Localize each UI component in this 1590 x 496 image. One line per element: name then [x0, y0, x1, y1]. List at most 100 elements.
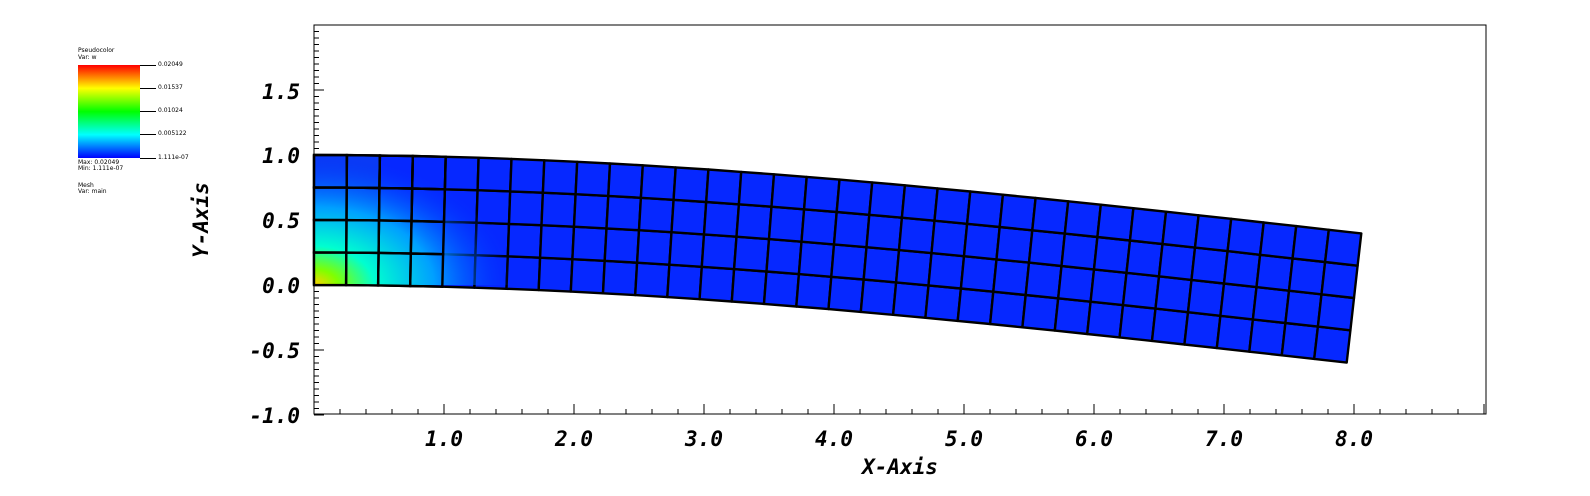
colorbar-tick-0 [140, 65, 156, 66]
x-tick-label-8: 8.0 [1335, 427, 1373, 451]
mesh-cell [1092, 235, 1132, 274]
mesh-cell [827, 275, 865, 314]
mesh-cell [1157, 242, 1197, 282]
mesh-cell [569, 258, 606, 295]
mesh-cell [965, 190, 1005, 229]
mesh-cell [605, 194, 643, 232]
mesh-cell [1312, 325, 1352, 364]
mesh-cell [1316, 293, 1356, 332]
mesh-cell [1190, 246, 1229, 285]
colorbar-tick-2 [140, 111, 156, 112]
mesh-cell [670, 198, 708, 236]
x-tick-label-6: 6.0 [1075, 427, 1113, 451]
mesh-cell [537, 256, 574, 293]
mesh-cell [894, 248, 933, 287]
mesh-cell [767, 205, 806, 243]
mesh-cell [1284, 289, 1323, 328]
mesh-cell [1193, 214, 1233, 253]
y-tick-label-1.5: 1.5 [262, 80, 300, 104]
y-tick-label-0.0: 0.0 [262, 274, 300, 298]
y-tick-label-neg-0.5: -0.5 [249, 339, 300, 363]
mesh-cell [672, 166, 710, 204]
mesh-cell [959, 255, 998, 293]
mesh-cell [607, 162, 644, 200]
y-tick-label-neg-1.0: -1.0 [249, 404, 300, 428]
mesh-cell [988, 290, 1027, 329]
mesh-cell [1085, 300, 1125, 339]
mesh-cell [1320, 260, 1359, 300]
mesh-cell [956, 287, 995, 326]
legend-mesh-title: Mesh [78, 182, 94, 189]
mesh-cell [800, 208, 838, 246]
mesh-cell [637, 196, 675, 234]
mesh-cell-outline [410, 154, 447, 191]
mesh-cell [737, 170, 776, 208]
mesh-cell [891, 281, 930, 319]
mesh-cell [802, 175, 841, 214]
mesh-cell [1021, 293, 1060, 332]
colorbar-label-1: 0.01537 [158, 84, 183, 91]
mesh-cell [1128, 206, 1168, 246]
mesh-cell [998, 193, 1037, 232]
colorbar-label-0: 0.02049 [158, 61, 183, 68]
mesh-cell [897, 216, 936, 255]
mesh-cell [1258, 221, 1298, 260]
mesh-cell [1089, 268, 1128, 307]
mesh-cell [830, 243, 868, 281]
y-tick-label-0.5: 0.5 [262, 209, 300, 233]
mesh-cell [797, 240, 836, 278]
mesh-cell [732, 235, 771, 273]
mesh-cell [1118, 303, 1157, 343]
legend-title: Pseudocolor [78, 47, 115, 54]
mesh-cell [770, 173, 808, 211]
mesh-cell [1125, 239, 1164, 278]
mesh-cell [1161, 210, 1200, 249]
legend-max: Max: 0.02049 [78, 159, 120, 166]
mesh-cell [1060, 232, 1099, 271]
mesh-cell [1323, 228, 1363, 267]
mesh-cell [571, 225, 608, 262]
mesh-cell [601, 259, 639, 297]
x-tick-label-4: 4.0 [815, 427, 853, 451]
mesh-cell [1024, 261, 1063, 300]
mesh-cell [1222, 249, 1262, 289]
colorbar-tick-3 [140, 134, 156, 135]
mesh-cell [1063, 200, 1103, 239]
mesh-cell [735, 203, 773, 241]
x-tick-label-5: 5.0 [945, 427, 983, 451]
mesh-cell [1291, 224, 1331, 264]
mesh-cell [635, 228, 673, 266]
colorbar-tick-1 [140, 88, 156, 89]
mesh-cell [992, 258, 1031, 297]
mesh-cell [762, 270, 801, 308]
mesh-cell [1154, 275, 1193, 314]
mesh-plot [312, 153, 1363, 364]
mesh-cell [1255, 253, 1294, 292]
mesh-cell [634, 261, 671, 299]
mesh-cell [700, 233, 738, 271]
x-tick-label-2: 2.0 [554, 427, 593, 451]
mesh-cell [603, 227, 641, 264]
mesh-cell [507, 190, 545, 227]
colorbar-gradient [78, 65, 140, 158]
mesh-cell [1121, 271, 1161, 310]
mesh-cell [668, 230, 706, 268]
legend-var: Var: w [78, 54, 97, 61]
mesh-cell [1186, 278, 1226, 317]
mesh-cell [865, 213, 904, 252]
x-tick-label-3: 3.0 [684, 427, 723, 451]
mesh-cell [933, 187, 972, 226]
mesh-cell [795, 272, 833, 311]
x-tick-label-7: 7.0 [1205, 427, 1243, 451]
mesh-cell [705, 168, 743, 206]
mesh-cell [1215, 314, 1255, 353]
mesh-cell [900, 184, 939, 222]
mesh-cell [538, 223, 576, 261]
x-axis-title: X-Axis [860, 455, 938, 479]
mesh-cell [509, 157, 546, 194]
mesh-cell [1280, 321, 1320, 361]
mesh-cell [927, 251, 966, 290]
x-tick-label-1: 1.0 [425, 427, 463, 451]
y-tick-label-1.0: 1.0 [262, 144, 300, 168]
